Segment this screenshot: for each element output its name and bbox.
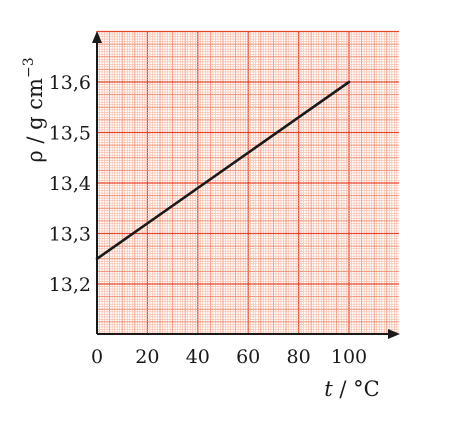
x-axis-arrow [388, 329, 400, 339]
x-tick-label: 40 [186, 346, 210, 368]
x-axis-title: t / °C [324, 377, 379, 401]
x-axis-variable: t [324, 377, 333, 401]
x-tick-label: 0 [91, 346, 103, 368]
series-line-0 [95, 80, 351, 261]
y-tick-label: 13,6 [49, 72, 91, 94]
x-tick-label: 100 [331, 346, 367, 368]
y-tick-label: 13,5 [49, 123, 91, 145]
x-axis-unit: / °C [333, 377, 380, 401]
y-axis-exponent: −3 [21, 57, 37, 78]
x-tick-labels: 0 20 40 60 80 100 [91, 346, 367, 368]
x-tick-label: 80 [287, 346, 311, 368]
graph-paper-grid [96, 30, 399, 334]
y-tick-label: 13,3 [49, 224, 91, 246]
y-axis-title: ρ / g cm−3 [21, 57, 47, 162]
y-tick-labels: 13,2 13,3 13,4 13,5 13,6 [49, 72, 91, 296]
y-axis-arrow [92, 31, 102, 43]
y-tick-label: 13,2 [49, 274, 91, 296]
axes [92, 31, 400, 339]
x-tick-label: 60 [236, 346, 260, 368]
series [95, 80, 351, 261]
x-tick-label: 20 [135, 346, 159, 368]
y-tick-label: 13,4 [49, 173, 91, 195]
y-axis-label: ρ / g cm [23, 78, 47, 163]
